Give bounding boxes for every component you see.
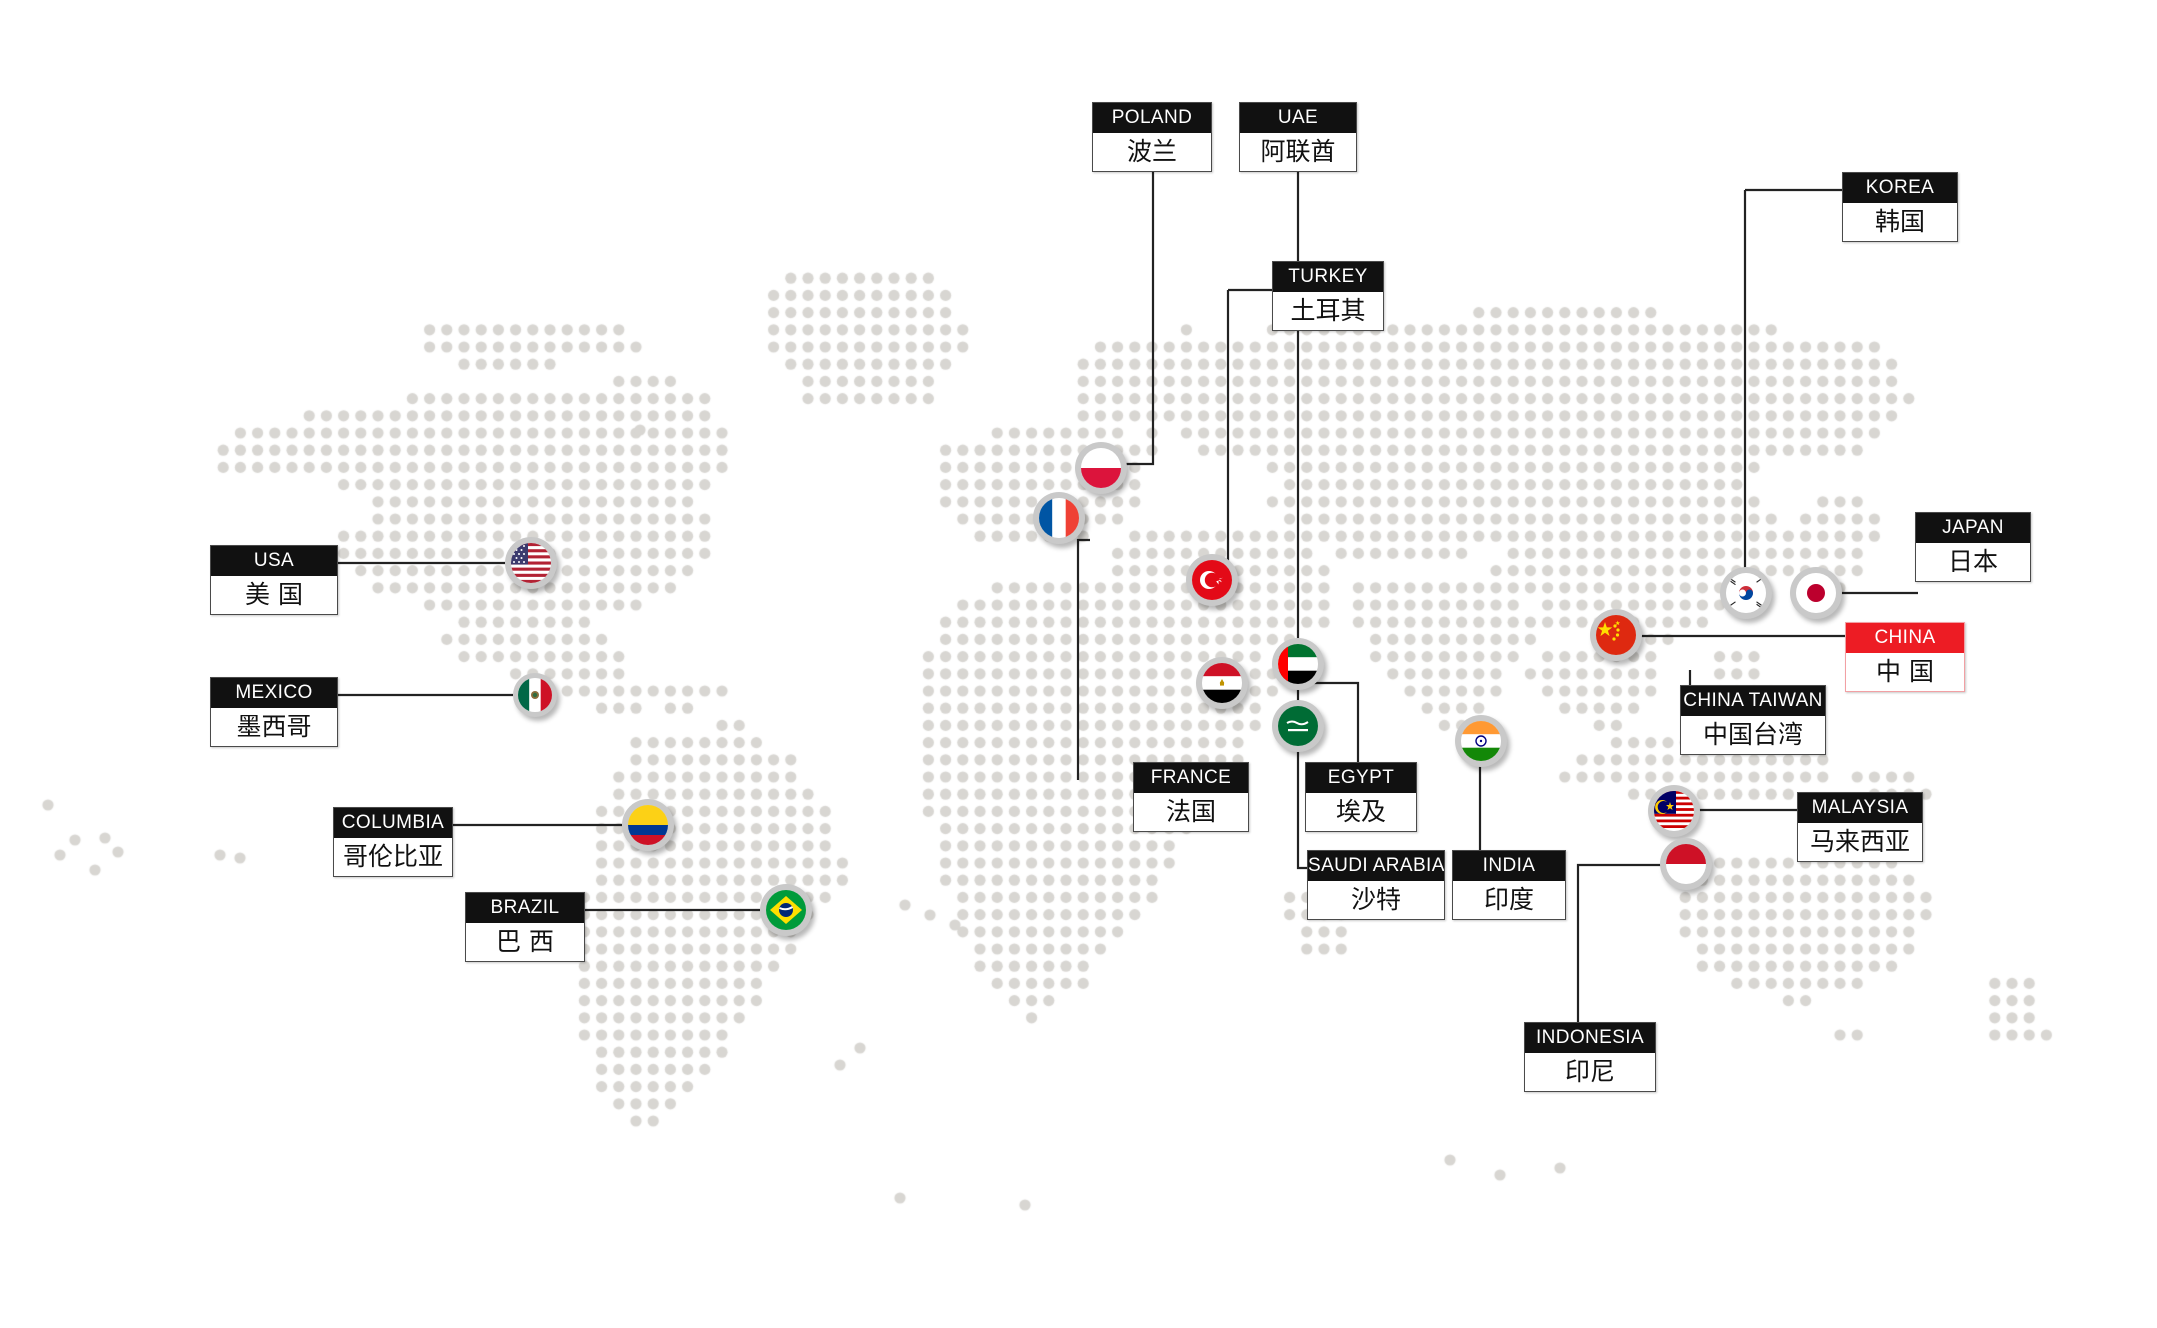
label-usa-en: USA: [211, 546, 337, 576]
flag-uae-icon: [1278, 644, 1318, 684]
label-mexico-en: MEXICO: [211, 678, 337, 708]
label-saudi-arabia[interactable]: SAUDI ARABIA 沙特: [1307, 850, 1445, 920]
label-uae-en: UAE: [1240, 103, 1356, 133]
label-brazil[interactable]: BRAZIL 巴 西: [465, 892, 585, 962]
label-indonesia-cn: 印尼: [1525, 1053, 1655, 1091]
pin-usa[interactable]: [505, 537, 557, 589]
label-saudi-arabia-cn: 沙特: [1308, 881, 1444, 919]
label-turkey[interactable]: TURKEY 土耳其: [1272, 261, 1384, 331]
label-france-en: FRANCE: [1134, 763, 1248, 793]
label-usa-cn: 美 国: [211, 576, 337, 614]
label-poland-en: POLAND: [1093, 103, 1211, 133]
flag-india-icon: [1461, 721, 1501, 761]
label-turkey-cn: 土耳其: [1273, 292, 1383, 330]
label-japan-cn: 日本: [1916, 543, 2030, 581]
label-egypt-en: EGYPT: [1306, 763, 1416, 793]
label-egypt[interactable]: EGYPT 埃及: [1305, 762, 1417, 832]
label-france[interactable]: FRANCE 法国: [1133, 762, 1249, 832]
label-poland[interactable]: POLAND 波兰: [1092, 102, 1212, 172]
label-korea-cn: 韩国: [1843, 203, 1957, 241]
flag-japan-icon: [1796, 573, 1836, 613]
pin-korea[interactable]: [1720, 567, 1772, 619]
label-poland-cn: 波兰: [1093, 133, 1211, 171]
label-korea[interactable]: KOREA 韩国: [1842, 172, 1958, 242]
label-mexico[interactable]: MEXICO 墨西哥: [210, 677, 338, 747]
label-uae[interactable]: UAE 阿联酋: [1239, 102, 1357, 172]
flag-saudi-arabia-icon: [1278, 706, 1318, 746]
flag-mexico-icon: [518, 678, 552, 712]
label-china-cn: 中 国: [1846, 653, 1964, 691]
label-china-taiwan[interactable]: CHINA TAIWAN 中国台湾: [1680, 685, 1826, 755]
pin-china[interactable]: [1590, 609, 1642, 661]
pin-poland[interactable]: [1075, 442, 1127, 494]
label-columbia[interactable]: COLUMBIA 哥伦比亚: [333, 807, 453, 877]
label-usa[interactable]: USA 美 国: [210, 545, 338, 615]
flag-korea-icon: [1726, 573, 1766, 613]
label-egypt-cn: 埃及: [1306, 793, 1416, 831]
label-indonesia[interactable]: INDONESIA 印尼: [1524, 1022, 1656, 1092]
label-columbia-cn: 哥伦比亚: [334, 838, 452, 876]
flag-poland-icon: [1081, 448, 1121, 488]
label-mexico-cn: 墨西哥: [211, 708, 337, 746]
label-india[interactable]: INDIA 印度: [1452, 850, 1566, 920]
pin-saudi-arabia[interactable]: [1272, 700, 1324, 752]
label-japan[interactable]: JAPAN 日本: [1915, 512, 2031, 582]
label-brazil-cn: 巴 西: [466, 923, 584, 961]
pin-egypt[interactable]: [1196, 657, 1248, 709]
label-turkey-en: TURKEY: [1273, 262, 1383, 292]
pin-japan[interactable]: [1790, 567, 1842, 619]
flag-malaysia-icon: [1654, 791, 1694, 831]
flag-china-icon: [1596, 615, 1636, 655]
pin-mexico[interactable]: [513, 673, 557, 717]
label-china-taiwan-cn: 中国台湾: [1681, 716, 1825, 754]
flag-egypt-icon: [1202, 663, 1242, 703]
label-malaysia-en: MALAYSIA: [1798, 793, 1922, 823]
label-japan-en: JAPAN: [1916, 513, 2030, 543]
label-india-cn: 印度: [1453, 881, 1565, 919]
flag-usa-icon: [511, 543, 551, 583]
pin-france[interactable]: [1033, 492, 1085, 544]
label-korea-en: KOREA: [1843, 173, 1957, 203]
flag-columbia-icon: [628, 805, 668, 845]
label-malaysia-cn: 马来西亚: [1798, 823, 1922, 861]
label-china[interactable]: CHINA 中 国: [1845, 622, 1965, 692]
pin-brazil[interactable]: [760, 884, 812, 936]
label-indonesia-en: INDONESIA: [1525, 1023, 1655, 1053]
label-saudi-arabia-en: SAUDI ARABIA: [1308, 851, 1444, 881]
label-china-en: CHINA: [1846, 623, 1964, 653]
flag-france-icon: [1039, 498, 1079, 538]
label-columbia-en: COLUMBIA: [334, 808, 452, 838]
label-uae-cn: 阿联酋: [1240, 133, 1356, 171]
pin-indonesia[interactable]: [1660, 838, 1712, 890]
flag-brazil-icon: [766, 890, 806, 930]
pin-columbia[interactable]: [622, 799, 674, 851]
label-india-en: INDIA: [1453, 851, 1565, 881]
pin-malaysia[interactable]: [1648, 785, 1700, 837]
flag-indonesia-icon: [1666, 844, 1706, 884]
label-brazil-en: BRAZIL: [466, 893, 584, 923]
pin-turkey[interactable]: [1186, 554, 1238, 606]
pin-uae[interactable]: [1272, 638, 1324, 690]
label-france-cn: 法国: [1134, 793, 1248, 831]
label-malaysia[interactable]: MALAYSIA 马来西亚: [1797, 792, 1923, 862]
label-china-taiwan-en: CHINA TAIWAN: [1681, 686, 1825, 716]
pin-india[interactable]: [1455, 715, 1507, 767]
flag-turkey-icon: [1192, 560, 1232, 600]
